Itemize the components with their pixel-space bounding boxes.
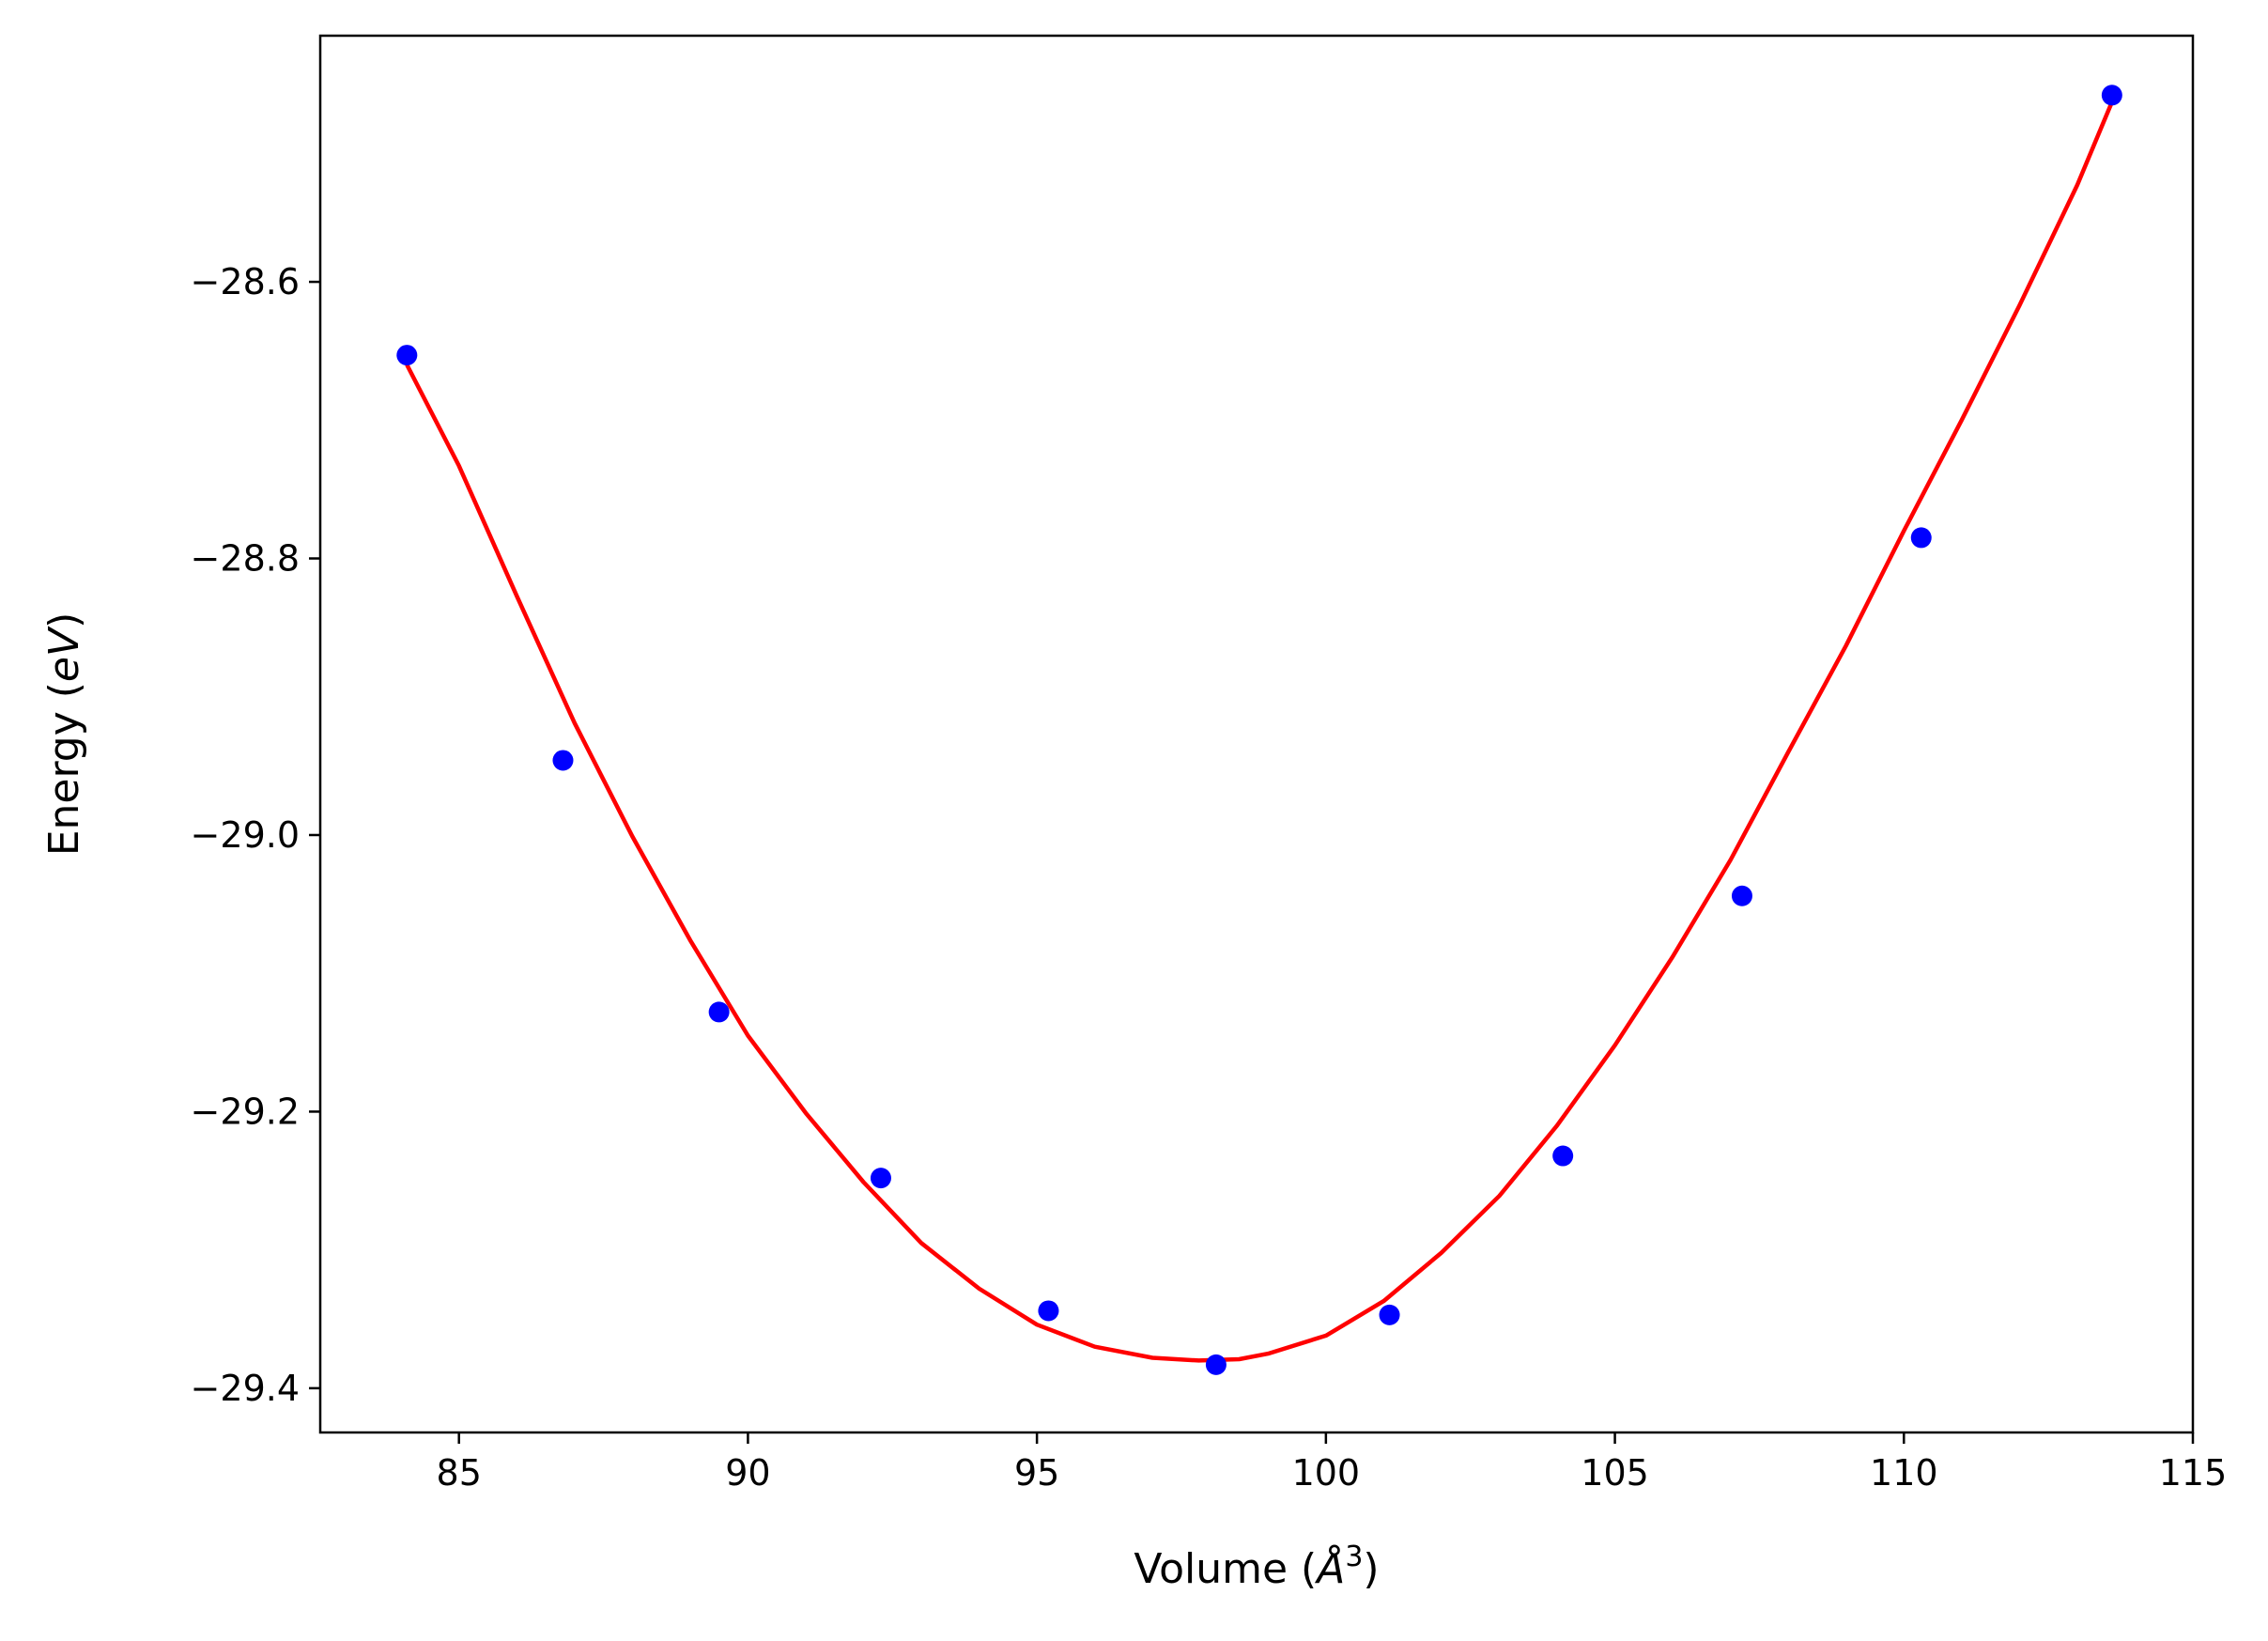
x-tick-label: 85 [437,1452,482,1494]
data-point [1205,1354,1227,1375]
y-tick-label: −29.4 [191,1368,300,1409]
data-point [396,345,418,366]
series-layer [396,85,2122,1375]
data-point [870,1168,891,1189]
x-tick-label: 110 [1870,1452,1938,1494]
y-tick-label: −29.2 [191,1091,300,1132]
data-point [1379,1304,1400,1325]
data-point [2101,85,2122,106]
x-tick-label: 90 [725,1452,770,1494]
x-tick-label: 115 [2159,1452,2228,1494]
y-axis: −28.6 −28.8 −29.0 −29.2 −29.4 [191,261,320,1409]
data-point [1038,1300,1059,1322]
y-tick-label: −28.6 [191,261,300,302]
x-axis: 85 90 95 100 105 110 115 [437,1432,2228,1494]
data-point [1731,885,1752,906]
x-axis-label: Volume (Å3) [1134,1540,1379,1593]
y-axis-label: Energy (eV) [40,612,88,857]
plot-frame [318,34,2195,1434]
data-point [1910,527,1932,549]
data-point [552,750,574,771]
data-point [708,1001,730,1023]
y-tick-label: −29.0 [191,814,300,856]
x-tick-label: 105 [1581,1452,1649,1494]
fit-curve-line [405,101,2114,1363]
plot-area [318,34,2195,1434]
x-tick-label: 95 [1014,1452,1059,1494]
x-tick-label: 100 [1292,1452,1361,1494]
y-tick-label: −28.8 [191,538,300,580]
data-point [1552,1145,1574,1167]
